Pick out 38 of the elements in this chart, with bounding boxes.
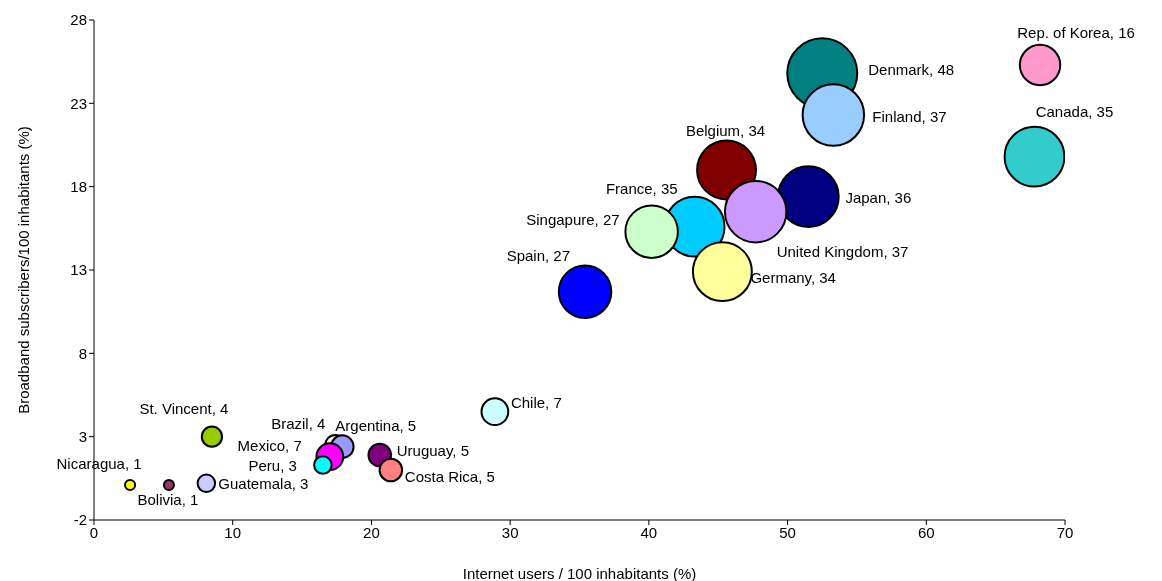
y-axis-title: Broadband subscribers/100 inhabitants (%)	[15, 126, 33, 414]
data-label: Germany, 34	[750, 269, 836, 287]
data-label: St. Vincent, 4	[139, 400, 229, 418]
data-label: Rep. of Korea, 16	[1017, 23, 1135, 41]
x-tick-label: 20	[363, 523, 380, 541]
data-label: Bolivia, 1	[137, 490, 199, 508]
data-label: Guatemala, 3	[218, 474, 309, 492]
x-tick-label: 30	[501, 523, 519, 541]
x-tick-label: 50	[779, 523, 796, 541]
y-tick-label: 23	[70, 94, 87, 112]
x-tick-label: 10	[224, 523, 242, 541]
data-label: Chile, 7	[510, 394, 562, 412]
data-label: Canada, 35	[1035, 103, 1114, 121]
data-label: Nicaragua, 1	[56, 454, 142, 472]
data-label: Spain, 27	[506, 247, 571, 265]
data-label: United Kingdom, 37	[776, 243, 909, 261]
data-label: Belgium, 34	[685, 121, 766, 139]
data-label: Costa Rica, 5	[404, 467, 495, 485]
data-label: Brazil, 4	[271, 414, 326, 432]
data-label: Finland, 37	[872, 107, 947, 125]
y-tick-label: 18	[70, 177, 87, 195]
data-label: Argentina, 5	[335, 417, 417, 435]
y-tick-label: -2	[73, 511, 87, 529]
data-label: Japan, 36	[845, 189, 912, 207]
x-tick-label: 0	[89, 523, 99, 541]
data-label: Peru, 3	[248, 456, 297, 474]
data-label: Mexico, 7	[237, 437, 302, 455]
y-tick-label: 8	[78, 344, 87, 362]
data-label: Singapure, 27	[526, 211, 620, 229]
x-tick-label: 70	[1056, 523, 1074, 541]
x-tick-label: 40	[640, 523, 658, 541]
y-tick-label: 3	[78, 427, 87, 445]
y-tick-label: 13	[70, 261, 87, 279]
data-label: Denmark, 48	[868, 60, 955, 78]
data-label: France, 35	[605, 180, 678, 198]
data-label: Uruguay, 5	[396, 441, 470, 459]
y-tick-label: 28	[70, 11, 87, 29]
x-tick-label: 60	[917, 523, 935, 541]
